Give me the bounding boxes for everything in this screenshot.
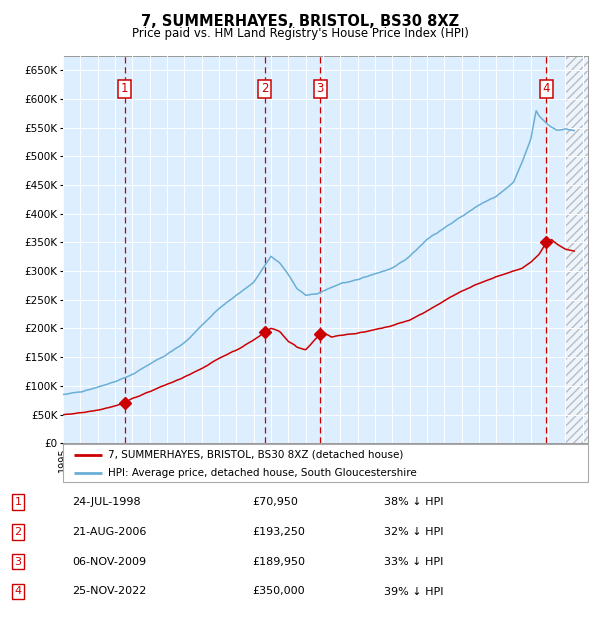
Text: HPI: Average price, detached house, South Gloucestershire: HPI: Average price, detached house, Sout… [107,468,416,478]
Text: 7, SUMMERHAYES, BRISTOL, BS30 8XZ: 7, SUMMERHAYES, BRISTOL, BS30 8XZ [141,14,459,29]
Text: 38% ↓ HPI: 38% ↓ HPI [384,497,443,507]
Text: 1: 1 [121,82,128,95]
Text: 32% ↓ HPI: 32% ↓ HPI [384,527,443,537]
Text: 2: 2 [14,527,22,537]
Text: £189,950: £189,950 [252,557,305,567]
Text: 4: 4 [542,82,550,95]
Text: 39% ↓ HPI: 39% ↓ HPI [384,587,443,596]
Text: 25-NOV-2022: 25-NOV-2022 [72,587,146,596]
Text: 21-AUG-2006: 21-AUG-2006 [72,527,146,537]
Text: Price paid vs. HM Land Registry's House Price Index (HPI): Price paid vs. HM Land Registry's House … [131,27,469,40]
Text: 3: 3 [317,82,324,95]
Text: 24-JUL-1998: 24-JUL-1998 [72,497,140,507]
Text: 4: 4 [14,587,22,596]
Text: £350,000: £350,000 [252,587,305,596]
Text: £70,950: £70,950 [252,497,298,507]
Text: 33% ↓ HPI: 33% ↓ HPI [384,557,443,567]
Text: £193,250: £193,250 [252,527,305,537]
Text: 06-NOV-2009: 06-NOV-2009 [72,557,146,567]
Text: 2: 2 [261,82,268,95]
Text: 7, SUMMERHAYES, BRISTOL, BS30 8XZ (detached house): 7, SUMMERHAYES, BRISTOL, BS30 8XZ (detac… [107,450,403,459]
Text: 1: 1 [14,497,22,507]
Text: 3: 3 [14,557,22,567]
